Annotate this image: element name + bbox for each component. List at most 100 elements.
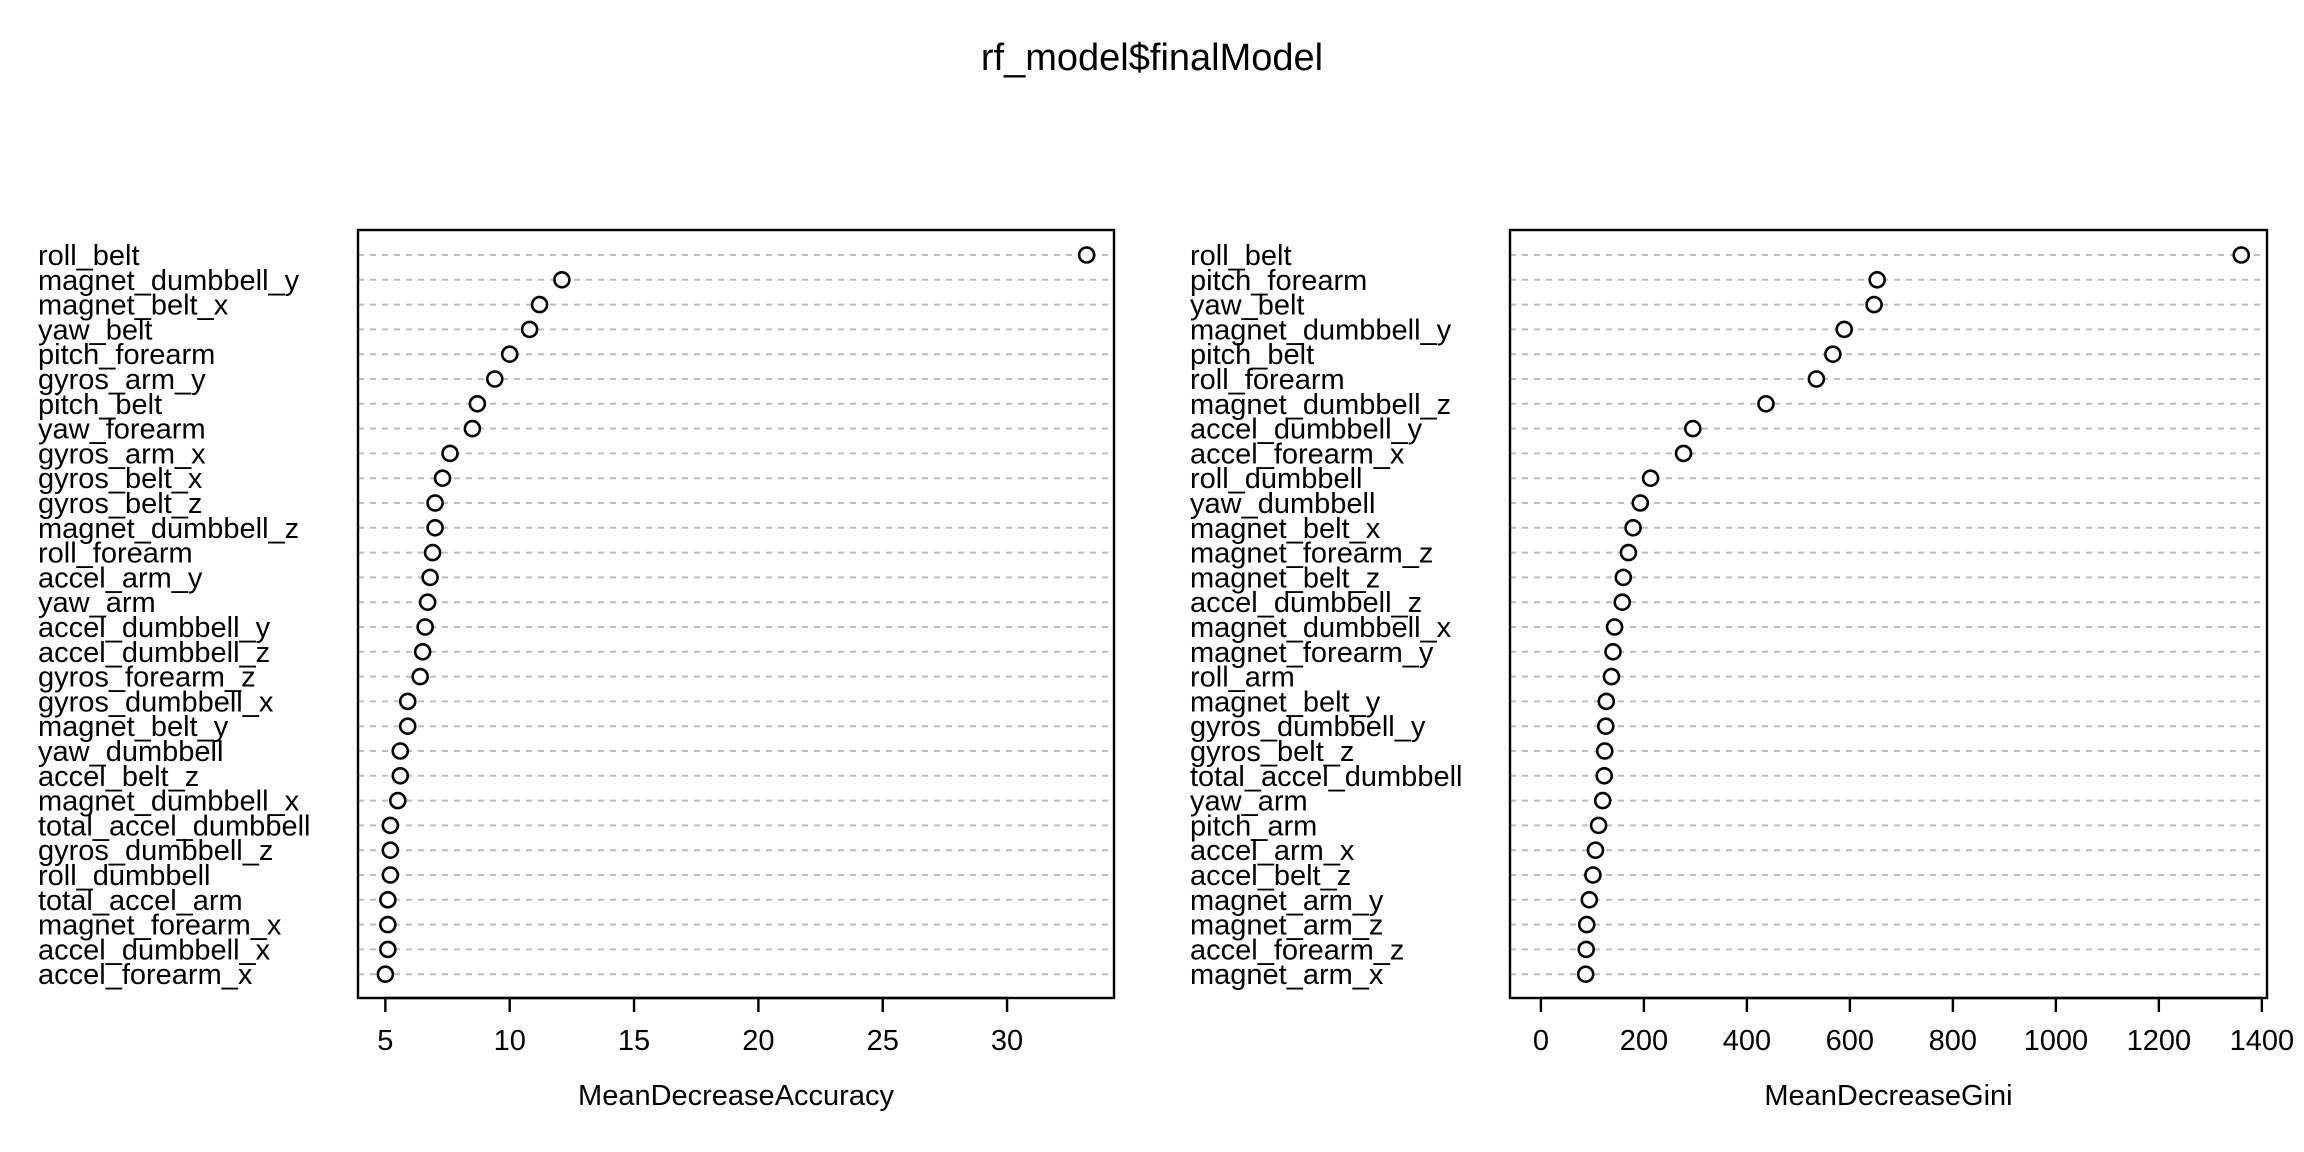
data-point — [1584, 866, 1602, 884]
data-point — [1865, 295, 1883, 314]
data-point — [1624, 518, 1642, 537]
variable-label: accel_arm_x — [1190, 835, 1355, 867]
x-tick-label: 0 — [1533, 1025, 1549, 1057]
data-point — [1674, 444, 1693, 463]
variable-label: yaw_dumbbell — [38, 736, 223, 768]
variable-label: roll_forearm — [38, 538, 193, 570]
data-point — [1577, 915, 1596, 934]
data-point — [1593, 791, 1612, 810]
data-point — [1604, 642, 1622, 661]
x-axis-title: MeanDecreaseAccuracy — [578, 1080, 894, 1112]
data-point — [468, 394, 487, 413]
variable-label: accel_forearm_z — [1190, 934, 1404, 966]
x-tick-label: 200 — [1620, 1025, 1668, 1057]
data-point — [433, 469, 452, 488]
data-point — [1586, 841, 1605, 860]
data-point — [421, 568, 439, 587]
figure-title: rf_model$finalModel — [981, 37, 1323, 79]
variable-label: yaw_dumbbell — [1190, 488, 1375, 520]
variable-label: yaw_forearm — [38, 414, 206, 446]
variable-label: magnet_belt_y — [38, 711, 229, 743]
data-point — [379, 915, 397, 934]
plot-frame — [356, 228, 1116, 1000]
data-point — [1684, 419, 1702, 438]
x-tick-label: 5 — [377, 1025, 393, 1057]
x-tick-label: 10 — [494, 1025, 526, 1057]
data-point — [1602, 667, 1621, 686]
variable-label: magnet_dumbbell_y — [1190, 314, 1452, 346]
panel-mean-decrease-gini: roll_beltpitch_forearmyaw_beltmagnet_dum… — [1190, 228, 2295, 1112]
variable-label: accel_dumbbell_z — [38, 637, 270, 669]
data-point — [1589, 816, 1608, 835]
variable-label: yaw_arm — [1190, 786, 1308, 818]
data-point — [398, 717, 417, 736]
x-tick-label: 20 — [742, 1025, 774, 1057]
variable-label: gyros_forearm_z — [38, 662, 256, 694]
data-point — [418, 593, 437, 612]
data-point — [381, 841, 400, 860]
variable-label: pitch_forearm — [38, 339, 215, 371]
data-point — [426, 494, 444, 512]
variable-label: accel_dumbbell_y — [1190, 414, 1423, 446]
variable-label: magnet_dumbbell_z — [1190, 389, 1451, 421]
variable-label: roll_belt — [1190, 240, 1292, 272]
data-point — [485, 370, 504, 388]
variable-label: magnet_belt_x — [38, 290, 229, 322]
data-point — [1595, 742, 1614, 760]
data-point — [381, 816, 400, 835]
data-point — [1824, 345, 1842, 364]
data-point — [553, 270, 571, 289]
data-point — [500, 345, 519, 364]
variable-label: gyros_belt_z — [38, 488, 202, 520]
data-point — [1613, 593, 1632, 612]
data-point — [1807, 370, 1826, 388]
data-point — [1595, 766, 1614, 785]
data-point — [530, 295, 549, 314]
variable-label: gyros_dumbbell_z — [38, 835, 273, 867]
variable-label: accel_belt_z — [38, 761, 199, 793]
data-point — [1631, 494, 1650, 512]
data-point — [1619, 543, 1638, 562]
variable-label: roll_arm — [1190, 662, 1295, 694]
data-point — [1641, 469, 1660, 488]
x-tick-label: 15 — [618, 1025, 650, 1057]
data-point — [379, 890, 397, 909]
variable-label: magnet_belt_z — [1190, 562, 1380, 594]
variable-label: accel_arm_y — [38, 562, 203, 594]
data-point — [426, 518, 444, 537]
data-point — [1077, 246, 1096, 264]
variable-label: accel_dumbbell_y — [38, 612, 271, 644]
variable-label: total_accel_dumbbell — [38, 810, 310, 842]
variable-label: roll_belt — [38, 240, 140, 272]
variable-label: gyros_dumbbell_x — [38, 686, 274, 718]
data-point — [2232, 246, 2251, 264]
variable-label: gyros_arm_x — [38, 438, 206, 470]
data-point — [463, 419, 482, 438]
variable-label: accel_dumbbell_z — [1190, 587, 1422, 619]
variable-label: roll_dumbbell — [1190, 463, 1363, 495]
variable-label: magnet_dumbbell_x — [38, 786, 300, 818]
x-axis-title: MeanDecreaseGini — [1764, 1080, 2012, 1112]
variable-label: accel_belt_z — [1190, 860, 1351, 892]
variable-label: magnet_forearm_y — [1190, 637, 1434, 669]
variable-label: total_accel_dumbbell — [1190, 761, 1462, 793]
variable-label: magnet_arm_y — [1190, 885, 1384, 917]
data-point — [441, 444, 459, 463]
data-point — [391, 766, 410, 785]
data-point — [520, 320, 539, 339]
data-point — [1614, 568, 1633, 587]
variable-label: magnet_dumbbell_y — [38, 265, 300, 297]
data-point — [1580, 890, 1599, 909]
variable-label: magnet_dumbbell_x — [1190, 612, 1452, 644]
data-point — [1577, 940, 1596, 959]
variable-label: magnet_forearm_x — [38, 910, 282, 942]
x-tick-label: 30 — [991, 1025, 1023, 1057]
data-point — [1835, 320, 1854, 339]
x-tick-label: 1400 — [2230, 1025, 2295, 1057]
variable-label: accel_dumbbell_x — [38, 934, 271, 966]
data-point — [1757, 394, 1775, 413]
variable-label: yaw_belt — [1190, 290, 1304, 322]
variable-label: pitch_forearm — [1190, 265, 1367, 297]
variable-label: total_accel_arm — [38, 885, 243, 917]
